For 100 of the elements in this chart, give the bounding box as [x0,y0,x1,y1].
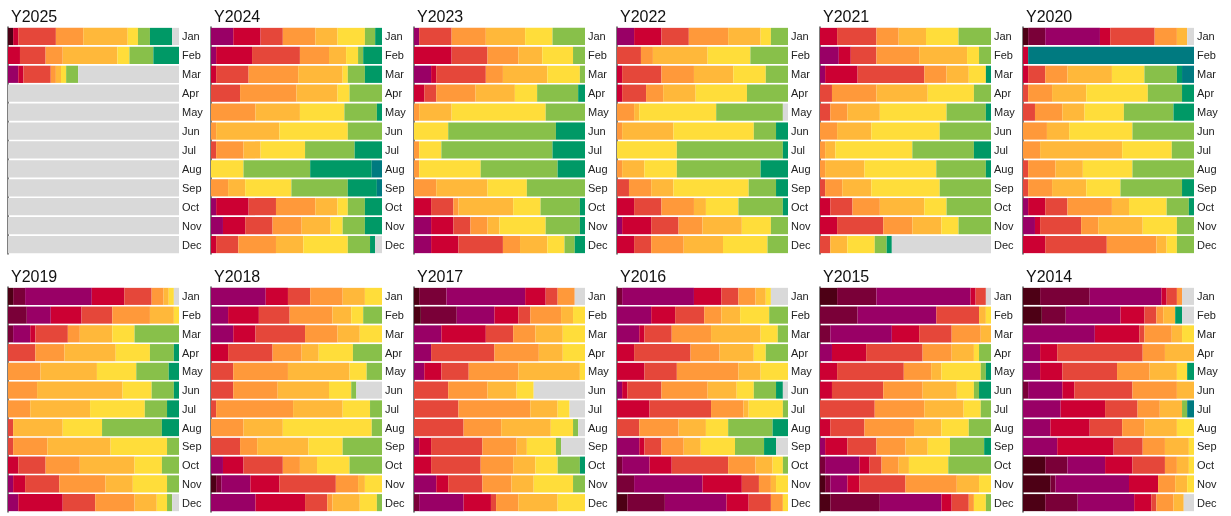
y-tick-label: Mar [588,327,608,340]
bar [62,494,96,512]
bar [1052,84,1087,102]
y-tick-label: Aug [791,162,811,175]
bar [649,456,672,474]
bar [545,287,558,305]
bar [83,27,128,46]
bar [1187,362,1194,380]
bar [330,217,343,235]
y-tick-label: Jan [1197,290,1215,303]
bar [211,27,234,46]
y-tick-label: Nov [791,477,812,490]
bar [652,46,708,64]
bar [424,84,437,102]
bar [50,306,82,324]
bar [1183,494,1194,512]
bar [1041,306,1066,324]
bar [501,419,551,437]
y-tick-label: Feb [791,309,810,322]
bar [617,287,623,305]
bar [640,46,653,64]
bar [487,46,519,64]
bar [371,419,382,437]
bar [1045,65,1068,83]
bar [112,306,150,324]
bar [646,84,664,102]
y-tick-label: Aug [182,162,202,175]
bar [66,65,79,83]
y-tick-label: Mar [791,68,811,81]
bar [414,287,420,305]
bar [765,287,771,305]
bar [8,287,14,305]
bar [35,344,65,362]
bar [728,27,761,46]
bar [161,419,179,437]
bar [211,437,241,455]
bar [1028,27,1046,46]
bar [257,437,309,455]
bar [1166,287,1177,305]
bar [661,381,708,399]
bar [639,325,645,343]
y-tick-label: Aug [791,421,811,434]
bar [1144,65,1177,83]
bar [538,344,563,362]
bar [168,362,179,380]
bar [847,437,877,455]
bar [431,217,454,235]
bar [820,287,838,305]
bar [820,179,826,197]
bar [13,27,19,46]
bar [518,494,558,512]
bar [979,475,991,493]
bar [639,419,679,437]
bar [820,344,832,362]
y-tick-label: Jun [588,125,606,138]
bar [315,198,338,216]
bar [644,325,672,343]
bar [617,84,623,102]
bar [18,494,63,512]
bar [168,287,174,305]
y-tick-label: Oct [994,459,1012,472]
bar [337,84,350,102]
bar [124,287,152,305]
bar [967,46,980,64]
bar [975,287,986,305]
y-tick-label: Jan [588,290,606,303]
y-tick-label: Mar [182,327,202,340]
bar [1182,179,1194,197]
bar [1134,494,1152,512]
bar [79,325,113,343]
bar [287,287,311,305]
bar [129,46,154,64]
bar [243,419,283,437]
y-tick-label: Dec [588,238,609,251]
bar [211,179,229,197]
bar [494,344,539,362]
bar [95,494,135,512]
y-tick-label: Oct [994,200,1012,213]
bar [683,437,701,455]
y-tick-label: Aug [385,162,405,175]
bar [487,179,527,197]
bar [820,362,838,380]
bar [750,46,788,64]
y-tick-label: Oct [791,200,809,213]
y-tick-label: Dec [182,496,203,509]
bar [1113,437,1143,455]
bar [530,400,558,418]
bar [420,306,457,324]
bar [922,344,952,362]
bar [1023,362,1041,380]
y-tick-label: May [791,106,813,119]
bar [980,400,991,418]
bar [905,475,957,493]
bar [728,419,773,437]
bar [830,494,880,512]
bar [310,287,343,305]
bar [968,419,991,437]
y-tick-label: Jul [1197,402,1212,415]
bar [8,437,14,455]
bar [151,287,164,305]
